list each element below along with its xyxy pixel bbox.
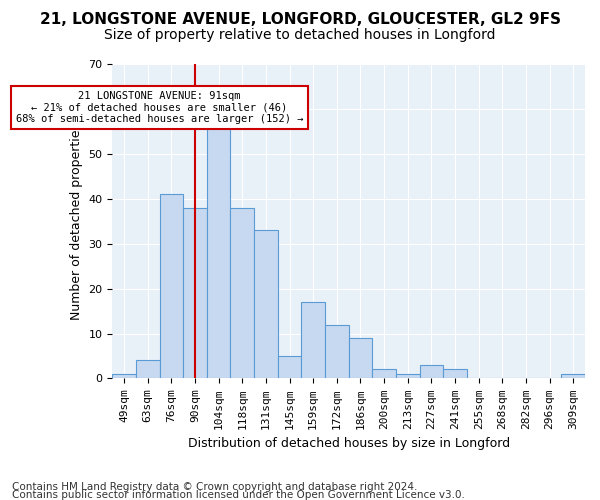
Bar xyxy=(443,370,467,378)
Y-axis label: Number of detached properties: Number of detached properties xyxy=(70,122,83,320)
Text: Size of property relative to detached houses in Longford: Size of property relative to detached ho… xyxy=(104,28,496,42)
Bar xyxy=(301,302,325,378)
Bar xyxy=(230,208,254,378)
Text: Contains public sector information licensed under the Open Government Licence v3: Contains public sector information licen… xyxy=(12,490,465,500)
Bar xyxy=(562,374,585,378)
Text: Contains HM Land Registry data © Crown copyright and database right 2024.: Contains HM Land Registry data © Crown c… xyxy=(12,482,418,492)
Bar xyxy=(419,365,443,378)
Text: 21 LONGSTONE AVENUE: 91sqm
← 21% of detached houses are smaller (46)
68% of semi: 21 LONGSTONE AVENUE: 91sqm ← 21% of deta… xyxy=(16,91,303,124)
Bar xyxy=(160,194,183,378)
Bar xyxy=(112,374,136,378)
Text: 21, LONGSTONE AVENUE, LONGFORD, GLOUCESTER, GL2 9FS: 21, LONGSTONE AVENUE, LONGFORD, GLOUCEST… xyxy=(40,12,560,28)
Bar xyxy=(183,208,207,378)
Bar xyxy=(396,374,419,378)
Bar xyxy=(136,360,160,378)
Bar xyxy=(349,338,372,378)
Bar xyxy=(278,356,301,378)
Bar xyxy=(372,370,396,378)
X-axis label: Distribution of detached houses by size in Longford: Distribution of detached houses by size … xyxy=(188,437,509,450)
Bar xyxy=(254,230,278,378)
Bar xyxy=(325,324,349,378)
Bar xyxy=(207,122,230,378)
